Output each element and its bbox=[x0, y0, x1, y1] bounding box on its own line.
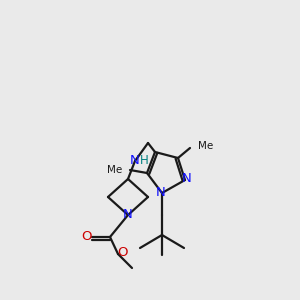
Text: O: O bbox=[82, 230, 92, 244]
Text: N: N bbox=[156, 187, 166, 200]
Text: H: H bbox=[140, 154, 148, 166]
Text: O: O bbox=[118, 245, 128, 259]
Text: N: N bbox=[182, 172, 192, 185]
Text: Me: Me bbox=[198, 141, 213, 151]
Text: Me: Me bbox=[107, 165, 122, 175]
Text: N: N bbox=[123, 208, 133, 221]
Text: N: N bbox=[130, 154, 140, 167]
